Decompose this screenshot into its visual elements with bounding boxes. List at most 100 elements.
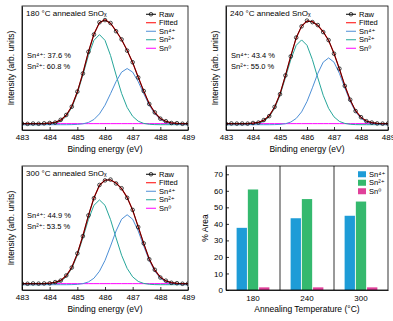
legend-swatch	[146, 14, 156, 15]
data-point	[37, 282, 41, 286]
data-point	[343, 84, 347, 88]
tick-label: 485	[71, 293, 85, 302]
y-axis-title: Intensity (arb. units)	[6, 191, 16, 266]
data-point	[338, 67, 342, 71]
tick-mark	[77, 287, 78, 290]
data-point	[114, 29, 118, 33]
data-point	[321, 30, 325, 34]
tick-mark	[133, 287, 134, 290]
tick-mark	[280, 127, 281, 130]
bar	[291, 218, 301, 290]
data-point	[164, 279, 168, 283]
y-axis	[22, 7, 23, 131]
tick: 488	[355, 127, 369, 142]
data-point	[175, 121, 179, 125]
data-point	[26, 282, 30, 286]
tick: 20	[214, 253, 229, 262]
tick: 485	[71, 127, 85, 142]
y-axis	[226, 7, 227, 131]
data-point	[48, 121, 52, 125]
data-point	[48, 282, 52, 286]
legend-swatch	[146, 174, 156, 175]
legend-swatch	[146, 22, 156, 23]
tick: 487	[126, 287, 140, 302]
legend-swatch	[146, 182, 156, 183]
tick-mark	[226, 290, 229, 291]
data-point	[273, 105, 277, 109]
data-point	[257, 121, 261, 125]
tick-mark	[160, 287, 161, 290]
tick: 484	[43, 287, 57, 302]
data-point	[81, 72, 85, 76]
series-line	[226, 40, 388, 125]
tick: 484	[43, 127, 57, 142]
tick-label: 488	[154, 133, 168, 142]
data-point	[42, 122, 46, 126]
tick-label: 50	[214, 203, 223, 212]
tick-label: 40	[214, 220, 223, 229]
tick: 485	[71, 287, 85, 302]
legend: Sn⁴⁺Sn²⁺Sn⁰	[358, 170, 385, 196]
plot-frame	[226, 166, 388, 290]
data-point	[147, 102, 151, 106]
legend-swatch	[358, 180, 366, 186]
chart-title: 180 °C annealed SnOₓ	[26, 9, 107, 18]
plot-area	[226, 19, 388, 126]
x-axis: 180240300	[227, 291, 389, 303]
tick-label: 0	[219, 286, 224, 295]
series-line	[22, 69, 188, 125]
legend-swatch	[346, 22, 356, 23]
series-line	[22, 20, 188, 124]
legend-swatch	[146, 208, 156, 209]
tick: 40	[214, 220, 229, 229]
data-point	[131, 208, 135, 212]
data-point	[294, 36, 298, 40]
tick: 30	[214, 236, 229, 245]
panel: 483484485486487488489Sn⁴⁺: 44.9 %Sn²⁺: 5…	[6, 166, 196, 314]
data-point	[53, 121, 57, 125]
y-axis-title: Intensity (arb. units)	[6, 31, 16, 106]
x-axis-title: Binding energy (eV)	[269, 144, 344, 154]
data-point	[164, 119, 168, 123]
axis-line	[23, 290, 189, 291]
tick: 485	[274, 127, 288, 142]
data-point	[246, 122, 250, 126]
tick-mark	[253, 127, 254, 130]
data-point	[153, 268, 157, 272]
data-point	[370, 121, 374, 125]
data-point	[142, 242, 146, 246]
data-point	[42, 282, 46, 286]
y-axis-title: Intensity (arb. units)	[210, 31, 220, 106]
data-point	[103, 18, 107, 22]
data-point	[109, 21, 113, 25]
tick: 488	[154, 127, 168, 142]
legend-label: Sn⁰	[369, 187, 381, 196]
annotation: Sn⁴⁺: 44.9 %	[27, 211, 71, 220]
axis-line	[23, 130, 189, 131]
data-point	[70, 266, 74, 270]
series-line	[22, 180, 188, 284]
panel: 483484485486487488489Sn⁴⁺: 37.6 %Sn²⁺: 6…	[6, 6, 196, 154]
data-point	[240, 122, 244, 126]
data-point	[125, 49, 129, 53]
data-point	[365, 119, 369, 123]
tick-label: 489	[382, 133, 393, 142]
x-axis-title: Binding energy (eV)	[67, 144, 142, 154]
data-point	[300, 25, 304, 29]
data-point	[230, 122, 234, 126]
tick-label: 10	[214, 270, 223, 279]
data-point	[92, 196, 96, 200]
data-point	[159, 276, 163, 280]
tick: 180	[246, 294, 260, 303]
tick: 487	[126, 127, 140, 142]
data-point	[348, 98, 352, 102]
data-point	[262, 118, 266, 122]
data-point	[278, 92, 282, 96]
tick-mark	[388, 127, 389, 130]
tick-mark	[226, 257, 229, 258]
tick-mark	[77, 127, 78, 130]
tick-label: 60	[214, 187, 223, 196]
data-point	[235, 122, 239, 126]
legend: RawFittedSn⁴⁺Sn²⁺Sn⁰	[146, 170, 178, 213]
tick-mark	[307, 127, 308, 130]
